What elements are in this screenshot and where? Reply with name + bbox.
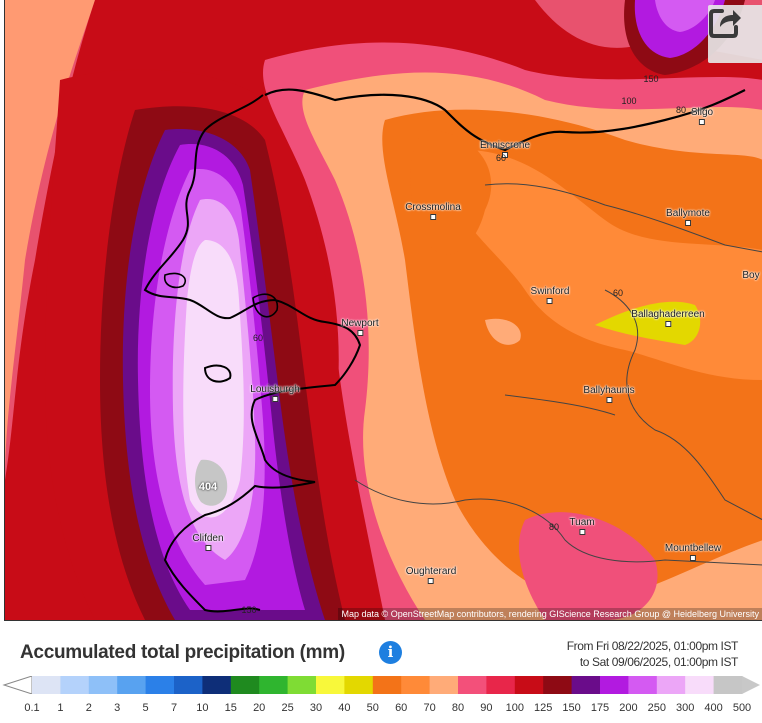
place-label: Mountbellew xyxy=(665,543,721,561)
legend-swatch xyxy=(230,676,260,694)
legend-swatch xyxy=(685,676,715,694)
legend-tick-label: 300 xyxy=(676,702,695,714)
contour-label: 60 xyxy=(252,333,264,343)
place-label: Crossmolina xyxy=(405,202,461,220)
legend-arrow-high xyxy=(742,676,760,694)
legend-tick-label: 7 xyxy=(170,702,178,714)
legend-swatch xyxy=(600,676,629,694)
legend-swatch xyxy=(202,676,232,694)
legend-swatch xyxy=(88,676,118,694)
legend-tick-label: 70 xyxy=(423,702,436,714)
contour-label: 80 xyxy=(548,522,560,532)
legend-swatch xyxy=(713,676,743,694)
legend-tick-label: 25 xyxy=(281,702,294,714)
legend-swatch xyxy=(259,676,289,694)
legend-swatch xyxy=(372,676,402,694)
legend-tick-label: 60 xyxy=(395,702,408,714)
precipitation-field xyxy=(5,0,762,620)
time-period: From Fri 08/22/2025, 01:00pm IST to Sat … xyxy=(566,638,739,670)
legend-tick-label: 30 xyxy=(309,702,323,714)
place-label: Ballymote xyxy=(666,208,710,226)
legend-swatch xyxy=(486,676,516,694)
legend-labels: 0.1 1 2 3 5 7 10 15 20 25 30 40 50 60 70 80 90 100 125 150 1… xyxy=(0,702,762,718)
legend-tick-label: 5 xyxy=(142,702,149,714)
place-label: Tuam xyxy=(569,517,595,535)
legend-tick-label: 0.1 xyxy=(24,702,40,714)
map-title: Accumulated total precipitation (mm) xyxy=(20,642,345,663)
period-to: to Sat 09/06/2025, 01:00pm IST xyxy=(579,655,739,669)
contour-label: 150 xyxy=(241,605,257,615)
legend-tick-label: 175 xyxy=(590,702,610,714)
legend-tick-label: 3 xyxy=(114,702,121,714)
place-label: Louisburgh xyxy=(250,384,300,402)
place-label: Oughterard xyxy=(406,566,456,584)
share-button[interactable] xyxy=(708,5,762,63)
legend-tick-label: 150 xyxy=(562,702,581,714)
max-value-label: 404 xyxy=(198,481,218,493)
legend-tick-label: 1 xyxy=(57,702,64,714)
legend-tick-label: 500 xyxy=(732,702,752,714)
legend-tick-label: 2 xyxy=(85,702,92,714)
legend-swatch xyxy=(117,676,147,694)
legend-color-bar xyxy=(2,676,760,694)
legend-tick-label: 20 xyxy=(253,702,266,714)
legend-tick-label: 400 xyxy=(704,702,723,714)
legend-swatch xyxy=(401,676,431,694)
precipitation-map[interactable]: Enniscrone Sligo Crossmolina Ballymote B… xyxy=(4,0,762,621)
contour-label: 60 xyxy=(612,288,624,298)
contour-label: 60 xyxy=(495,153,507,163)
place-label: Boy xyxy=(742,270,760,281)
place-label: Newport xyxy=(341,318,379,336)
legend-tick-label: 200 xyxy=(619,702,638,714)
legend-tick-label: 90 xyxy=(480,702,493,714)
legend-swatch xyxy=(514,676,544,694)
legend-arrow-low xyxy=(2,676,33,694)
legend-tick-label: 15 xyxy=(224,702,237,714)
legend-tick-label: 250 xyxy=(647,702,666,714)
place-label: Clifden xyxy=(192,533,224,551)
place-label: Ballaghaderreen xyxy=(631,309,705,327)
share-icon xyxy=(709,9,741,38)
legend-swatch xyxy=(344,676,374,694)
legend-tick-label: 50 xyxy=(366,702,379,714)
legend-tick-label: 40 xyxy=(338,702,351,714)
place-label: Enniscrone xyxy=(480,140,530,158)
legend-swatch xyxy=(571,676,601,694)
legend-swatch xyxy=(60,676,90,694)
contour-label: 80 xyxy=(675,105,687,115)
period-from: From Fri 08/22/2025, 01:00pm IST xyxy=(566,639,739,653)
contour-label: 150 xyxy=(643,74,659,84)
place-label: Ballyhaunis xyxy=(583,385,635,403)
legend-swatch xyxy=(628,676,658,694)
legend-tick-label: 100 xyxy=(505,702,524,714)
legend-swatch xyxy=(287,676,317,694)
legend-swatch xyxy=(656,676,686,694)
place-label: Sligo xyxy=(691,107,713,125)
map-attribution[interactable]: Map data © OpenStreetMap contributors, r… xyxy=(337,608,762,620)
legend-tick-label: 125 xyxy=(534,702,553,714)
legend-swatch xyxy=(32,676,61,694)
place-label: Swinford xyxy=(531,286,569,304)
legend-swatch xyxy=(458,676,487,694)
legend-tick-label: 10 xyxy=(196,702,209,714)
contour-label: 100 xyxy=(621,96,637,106)
legend-swatch xyxy=(429,676,459,694)
color-legend: 0.1 1 2 3 5 7 10 15 20 25 30 40 50 60 70 80 90 100 125 150 1… xyxy=(0,672,762,723)
legend-swatch xyxy=(145,676,175,694)
legend-swatch xyxy=(543,676,573,694)
legend-swatch xyxy=(316,676,345,694)
info-icon[interactable]: i xyxy=(379,641,402,664)
legend-tick-label: 80 xyxy=(451,702,465,714)
legend-swatch xyxy=(174,676,203,694)
